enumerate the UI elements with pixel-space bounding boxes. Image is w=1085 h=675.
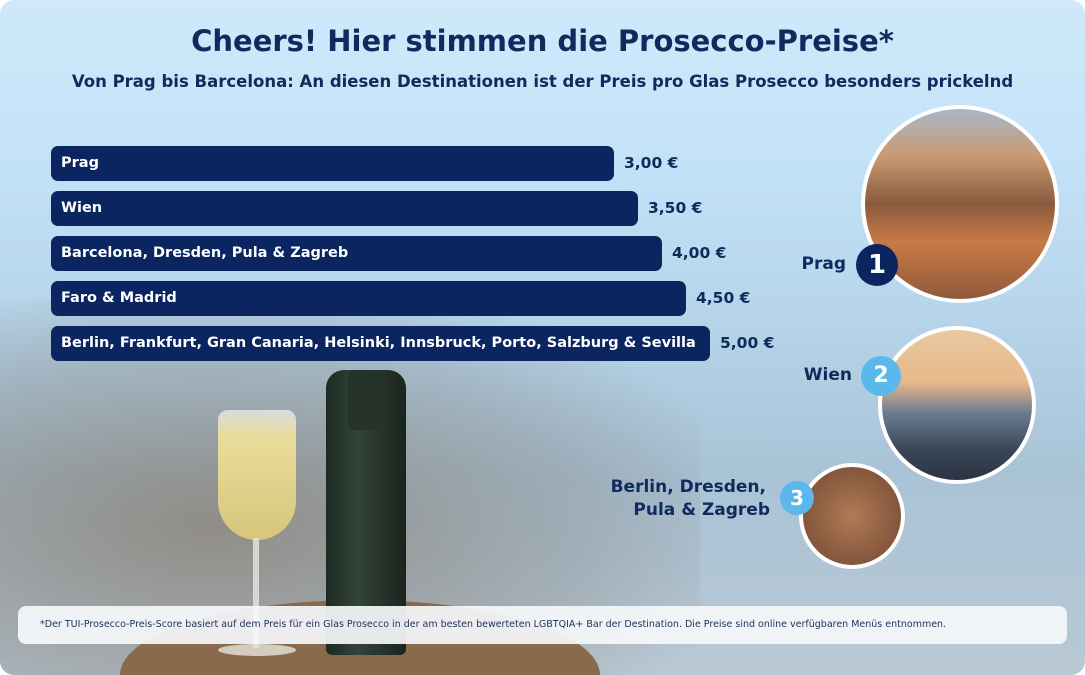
rank-3-label-line2: Pula & Zagreb xyxy=(633,500,770,520)
rank-1-badge: 1 xyxy=(856,244,898,286)
rank-1-label: Prag xyxy=(801,254,846,274)
bar-value-label: 3,50 € xyxy=(648,199,703,217)
rank-3-label-line1: Berlin, Dresden, xyxy=(610,477,766,497)
bar: Barcelona, Dresden, Pula & Zagreb xyxy=(51,236,662,271)
bar: Wien xyxy=(51,191,638,226)
glass-stem xyxy=(253,538,259,648)
bar: Faro & Madrid xyxy=(51,281,686,316)
bar-value-label: 3,00 € xyxy=(624,154,679,172)
bar-value-label: 4,00 € xyxy=(672,244,727,262)
rank-2-badge: 2 xyxy=(861,356,901,396)
barcelona-photo xyxy=(799,463,905,569)
bar: Berlin, Frankfurt, Gran Canaria, Helsink… xyxy=(51,326,710,361)
prosecco-glass-image xyxy=(218,410,296,540)
page-subtitle: Von Prag bis Barcelona: An diesen Destin… xyxy=(71,72,1014,91)
page-title: Cheers! Hier stimmen die Prosecco-Preise… xyxy=(191,24,894,58)
rank-3-badge: 3 xyxy=(780,481,814,515)
bar-value-label: 5,00 € xyxy=(720,334,775,352)
rank-2-label: Wien xyxy=(803,365,852,385)
footnote: *Der TUI-Prosecco-Preis-Score basiert au… xyxy=(18,606,1067,644)
bottle-neck xyxy=(348,370,384,430)
bar: Prag xyxy=(51,146,614,181)
glass-base xyxy=(218,644,296,656)
bar-value-label: 4,50 € xyxy=(696,289,751,307)
vienna-photo xyxy=(878,326,1036,484)
